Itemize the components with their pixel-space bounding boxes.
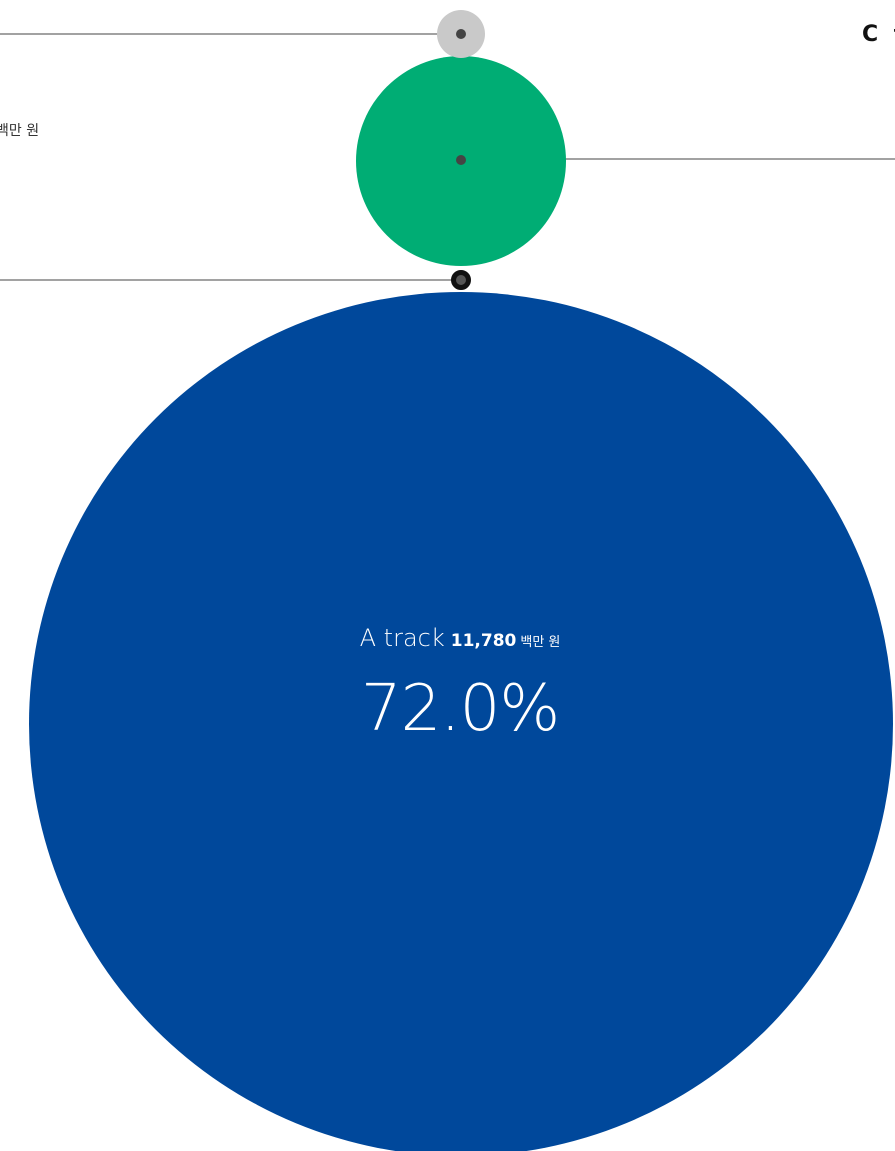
a-track-name: A track — [359, 624, 445, 652]
a-track-share: 72.0% — [360, 672, 560, 746]
a-track-label: A track 11,780 백만 원 — [0, 624, 895, 652]
small-bubble-marker — [456, 275, 466, 285]
c-track-label-fragment: C t — [862, 22, 895, 47]
b-track-unit-label: 백만 원 — [0, 123, 40, 139]
a-track-value: 11,780 — [450, 631, 517, 651]
a-track-unit: 백만 원 — [520, 635, 561, 650]
a-track-bubble — [29, 292, 893, 1151]
b-track-marker — [456, 155, 466, 165]
top-bubble-marker — [456, 29, 466, 39]
